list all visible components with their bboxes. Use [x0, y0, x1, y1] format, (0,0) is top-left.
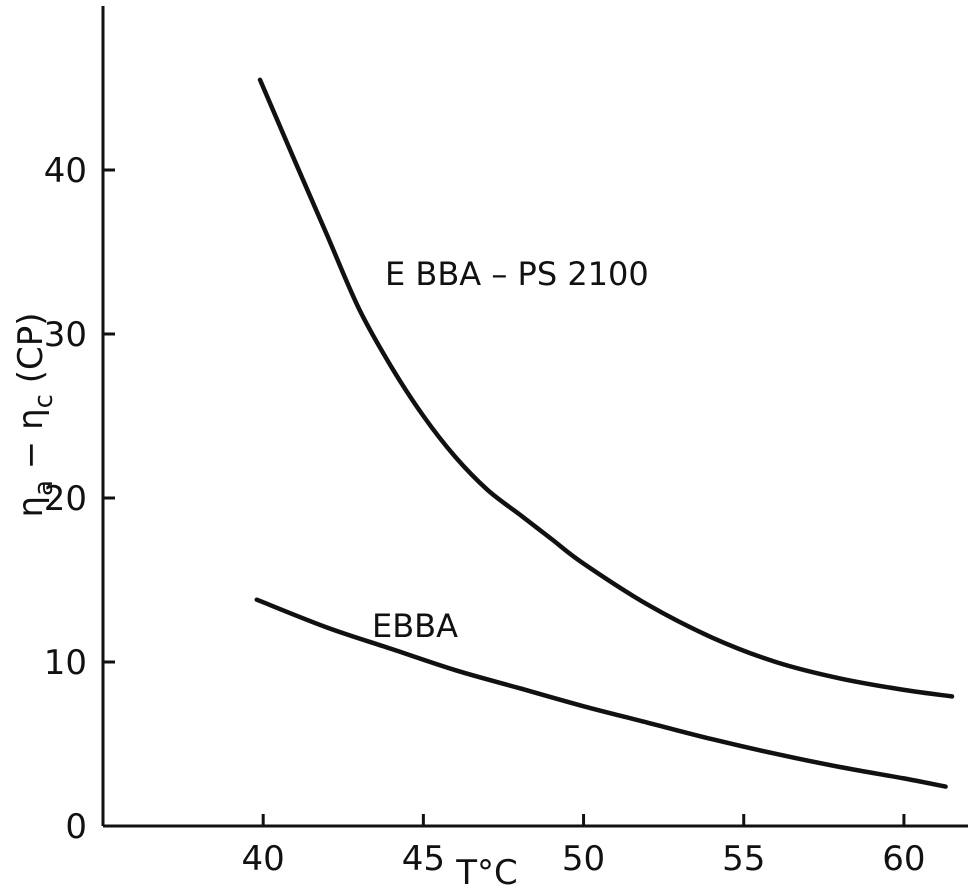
- y-tick-label-0: 0: [65, 807, 87, 847]
- series-label-ebba-ps2100: E BBA – PS 2100: [385, 255, 649, 293]
- series-layer: [254, 77, 955, 789]
- x-tick-label-60: 60: [882, 839, 925, 879]
- y-tick-label-10: 10: [44, 643, 87, 683]
- y-axis-title: ηa − ηc (CP): [11, 312, 59, 517]
- x-tick-label-55: 55: [722, 839, 765, 879]
- y-tick-label-30: 30: [44, 315, 87, 355]
- x-axis-title: T°C: [455, 853, 518, 890]
- series-label-ebba: EBBA: [372, 607, 458, 645]
- y-title-eta-c: η: [11, 408, 51, 430]
- x-tick-label-40: 40: [242, 839, 285, 879]
- y-title-unit: (CP): [11, 312, 51, 394]
- x-tick-label-45: 45: [402, 839, 445, 879]
- y-title-eta-a: η: [11, 496, 51, 518]
- series-line-ebba: [254, 597, 948, 789]
- y-title-sub-c: c: [29, 394, 59, 408]
- y-title-sub-a: a: [29, 480, 59, 496]
- ticks: 40 45 50 55 60 0 10 20 30 40: [44, 151, 926, 879]
- y-title-minus: −: [11, 430, 51, 480]
- y-tick-label-20: 20: [44, 479, 87, 519]
- axes: [101, 6, 968, 828]
- y-tick-label-40: 40: [44, 151, 87, 191]
- series-line-ebba-ps2100: [257, 77, 955, 699]
- x-tick-label-50: 50: [562, 839, 605, 879]
